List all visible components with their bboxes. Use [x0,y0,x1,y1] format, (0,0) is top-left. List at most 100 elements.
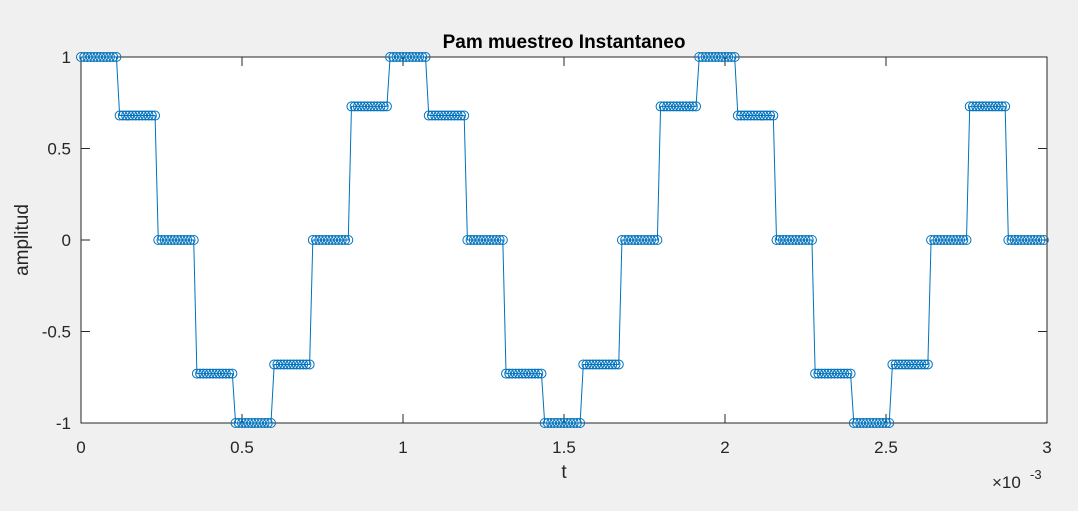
data-point [658,101,669,112]
data-point [443,110,454,121]
data-point [243,418,254,428]
data-point [468,235,479,245]
data-point [314,235,325,245]
data-point [942,235,953,245]
data-point [240,418,251,428]
data-point [269,359,280,370]
data-point [626,235,637,245]
data-point [137,110,148,121]
data-point [410,52,421,62]
data-point [555,418,566,428]
data-point [246,418,257,428]
data-point [633,235,644,245]
data-point [510,368,521,379]
data-point [76,52,86,62]
data-point [919,359,930,370]
data-point [642,235,653,245]
data-point [681,101,692,112]
y-axis-label: amplitud [12,204,33,276]
data-point [166,235,177,245]
data-point [707,52,718,62]
data-point [294,359,305,370]
data-point [517,368,528,379]
data-point [758,110,769,121]
data-point [578,359,589,370]
data-point [1029,235,1040,245]
data-point [868,418,879,428]
data-point [938,235,949,245]
data-point [175,235,186,245]
data-point [620,235,631,245]
data-point [179,235,190,245]
data-point [768,110,779,121]
data-point [720,52,730,62]
data-point [340,235,351,245]
data-point [984,101,995,112]
data-point [114,110,125,121]
data-point [913,359,924,370]
data-point [861,418,872,428]
data-point [111,52,122,62]
data-point [591,359,602,370]
data-point [182,235,193,245]
data-point [282,359,293,370]
data-point [301,359,312,370]
data-point [526,368,537,379]
data-point [497,235,508,245]
data-point [993,101,1004,112]
data-point [755,110,766,121]
x-tick-label: 2.5 [874,438,898,457]
data-point [990,101,1001,112]
data-point [272,359,283,370]
data-point [185,235,196,245]
data-point [365,101,376,112]
data-point [481,235,492,245]
data-point [1003,235,1014,245]
data-point [1006,235,1017,245]
data-point [285,359,296,370]
y-ticks: 1 0.5 0 -0.5 -1 [42,48,1047,433]
data-point [546,418,557,428]
data-point [507,368,518,379]
data-point [433,110,444,121]
data-point [381,101,392,112]
data-point [323,235,334,245]
data-point [855,418,866,428]
data-point [581,359,592,370]
data-point [967,101,978,112]
data-point [95,52,106,62]
data-point [826,368,837,379]
data-point [217,368,228,379]
data-point [417,52,428,62]
data-point [700,52,711,62]
data-point [1025,235,1036,245]
data-point [684,101,695,112]
data-point [668,101,679,112]
data-point [697,52,708,62]
data-point [359,101,370,112]
data-point [191,368,202,379]
data-point [169,235,180,245]
data-point [703,52,714,62]
data-point [533,368,544,379]
data-point [133,110,144,121]
data-point [723,52,734,62]
x-tick-label: 0 [76,438,85,457]
series-layer [76,52,1049,428]
data-point [745,110,756,121]
data-point [233,418,244,428]
data-point [571,418,582,428]
data-point [729,52,740,62]
data-point [732,110,743,121]
data-point [542,418,553,428]
data-point [552,418,563,428]
data-point [848,418,859,428]
data-point [472,235,483,245]
data-point [372,101,383,112]
data-point [948,235,959,245]
data-point [98,52,109,62]
data-point [639,235,650,245]
data-point [806,235,817,245]
data-point [893,359,904,370]
data-point [955,235,966,245]
